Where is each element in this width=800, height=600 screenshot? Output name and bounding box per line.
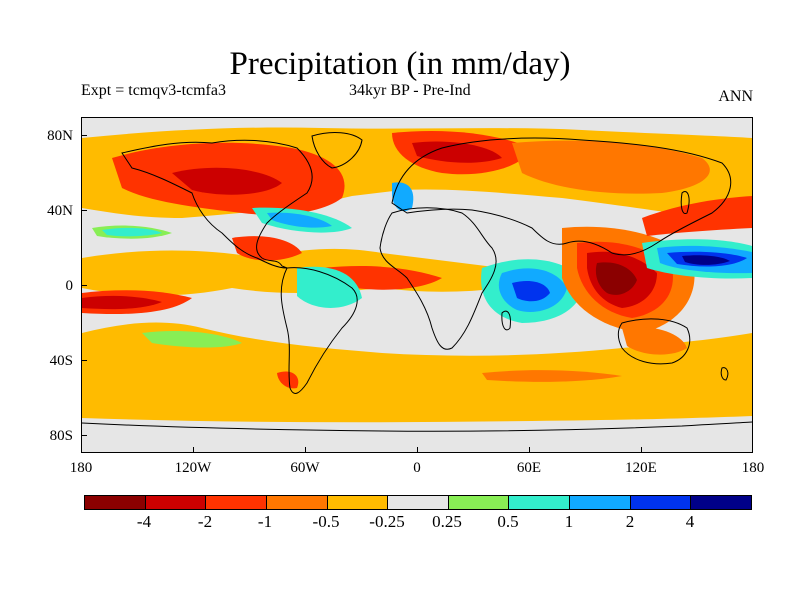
new-zealand-coast (720, 367, 729, 381)
south-america-red (277, 371, 299, 389)
indian-ocean-deep-blue (512, 281, 550, 302)
y-label-40n: 40N (47, 203, 73, 219)
x-tick-120e (641, 447, 642, 453)
west-pacific-navy (682, 255, 730, 265)
nw-pacific-red (642, 196, 752, 236)
colorbar-swatch (448, 496, 510, 509)
x-label-180w: 180 (69, 460, 93, 476)
period-label: 34kyr BP - Pre-Ind (349, 82, 471, 99)
japan-coast (680, 191, 690, 215)
colorbar (84, 495, 752, 510)
madagascar-coast (501, 310, 511, 331)
map-canvas (82, 127, 752, 452)
colorbar-swatch (85, 496, 146, 509)
colorbar-swatch (388, 496, 449, 509)
x-label-180e: 180 (741, 460, 765, 476)
north-atlantic-dark-red (412, 141, 502, 163)
chart-title: Precipitation (in mm/day) (229, 46, 571, 82)
y-tick-40n (81, 210, 87, 211)
colorbar-swatch (206, 496, 267, 509)
colorbar-label: 1 (564, 512, 574, 531)
x-tick-0 (417, 447, 418, 453)
australia-orange (622, 326, 687, 355)
x-tick-60e (529, 447, 530, 453)
x-label-0: 0 (413, 460, 421, 476)
north-america-dark-red (172, 167, 282, 195)
precipitation-map (81, 117, 753, 453)
x-label-120w: 120W (174, 460, 212, 476)
africa-coast (379, 207, 497, 350)
x-label-60w: 60W (290, 460, 320, 476)
y-label-0: 0 (65, 278, 74, 294)
colorbar-swatch (630, 496, 692, 509)
south-america-coast (280, 267, 358, 394)
north-atlantic-blue (392, 182, 414, 212)
central-pacific-dark-red (82, 295, 162, 310)
y-label-40s: 40S (49, 353, 73, 369)
season-label: ANN (718, 88, 753, 105)
colorbar-swatch (327, 496, 389, 509)
colorbar-swatch (509, 496, 571, 509)
coastlines (82, 132, 752, 432)
y-tick-80n (81, 135, 87, 136)
south-orange-band (82, 322, 752, 430)
colorbar-label: -2 (197, 512, 213, 531)
colorbar-label: 0.5 (497, 512, 519, 531)
maritime-darkest-red (595, 262, 637, 295)
west-atlantic-blue (267, 212, 332, 228)
colorbar-swatch (691, 496, 752, 509)
y-tick-80s (81, 435, 87, 436)
southern-ocean-background (82, 416, 752, 452)
amazon-teal (297, 266, 362, 308)
north-america-coast (121, 139, 313, 269)
experiment-label: Expt = tcmqv3-tcmfa3 (81, 82, 226, 99)
colorbar-label: 0.25 (432, 512, 462, 531)
north-pacific-teal (102, 227, 162, 237)
colorbar-label: -0.25 (369, 512, 405, 531)
colorbar-label: -4 (136, 512, 152, 531)
y-label-80s: 80S (49, 428, 73, 444)
europe-asia-coast (391, 137, 732, 256)
colorbar-label: -1 (257, 512, 273, 531)
colorbar-swatch (570, 496, 631, 509)
x-tick-60w (305, 447, 306, 453)
colorbar-label: 4 (685, 512, 695, 531)
antarctica-coast (82, 421, 752, 432)
greenland-coast (311, 132, 363, 169)
south-pacific-green (142, 331, 242, 348)
eurasia-orange (512, 140, 710, 194)
colorbar-swatch (145, 496, 207, 509)
x-label-120e: 120E (625, 460, 657, 476)
colorbar-label: -0.5 (312, 512, 340, 531)
y-tick-40s (81, 360, 87, 361)
x-label-60e: 60E (516, 460, 542, 476)
south-ocean-orange (482, 370, 622, 382)
colorbar-label: 2 (625, 512, 635, 531)
australia-coast (617, 318, 691, 365)
y-label-80n: 80N (47, 128, 73, 144)
x-tick-120w (193, 447, 194, 453)
y-tick-0 (81, 285, 87, 286)
colorbar-swatch (266, 496, 328, 509)
